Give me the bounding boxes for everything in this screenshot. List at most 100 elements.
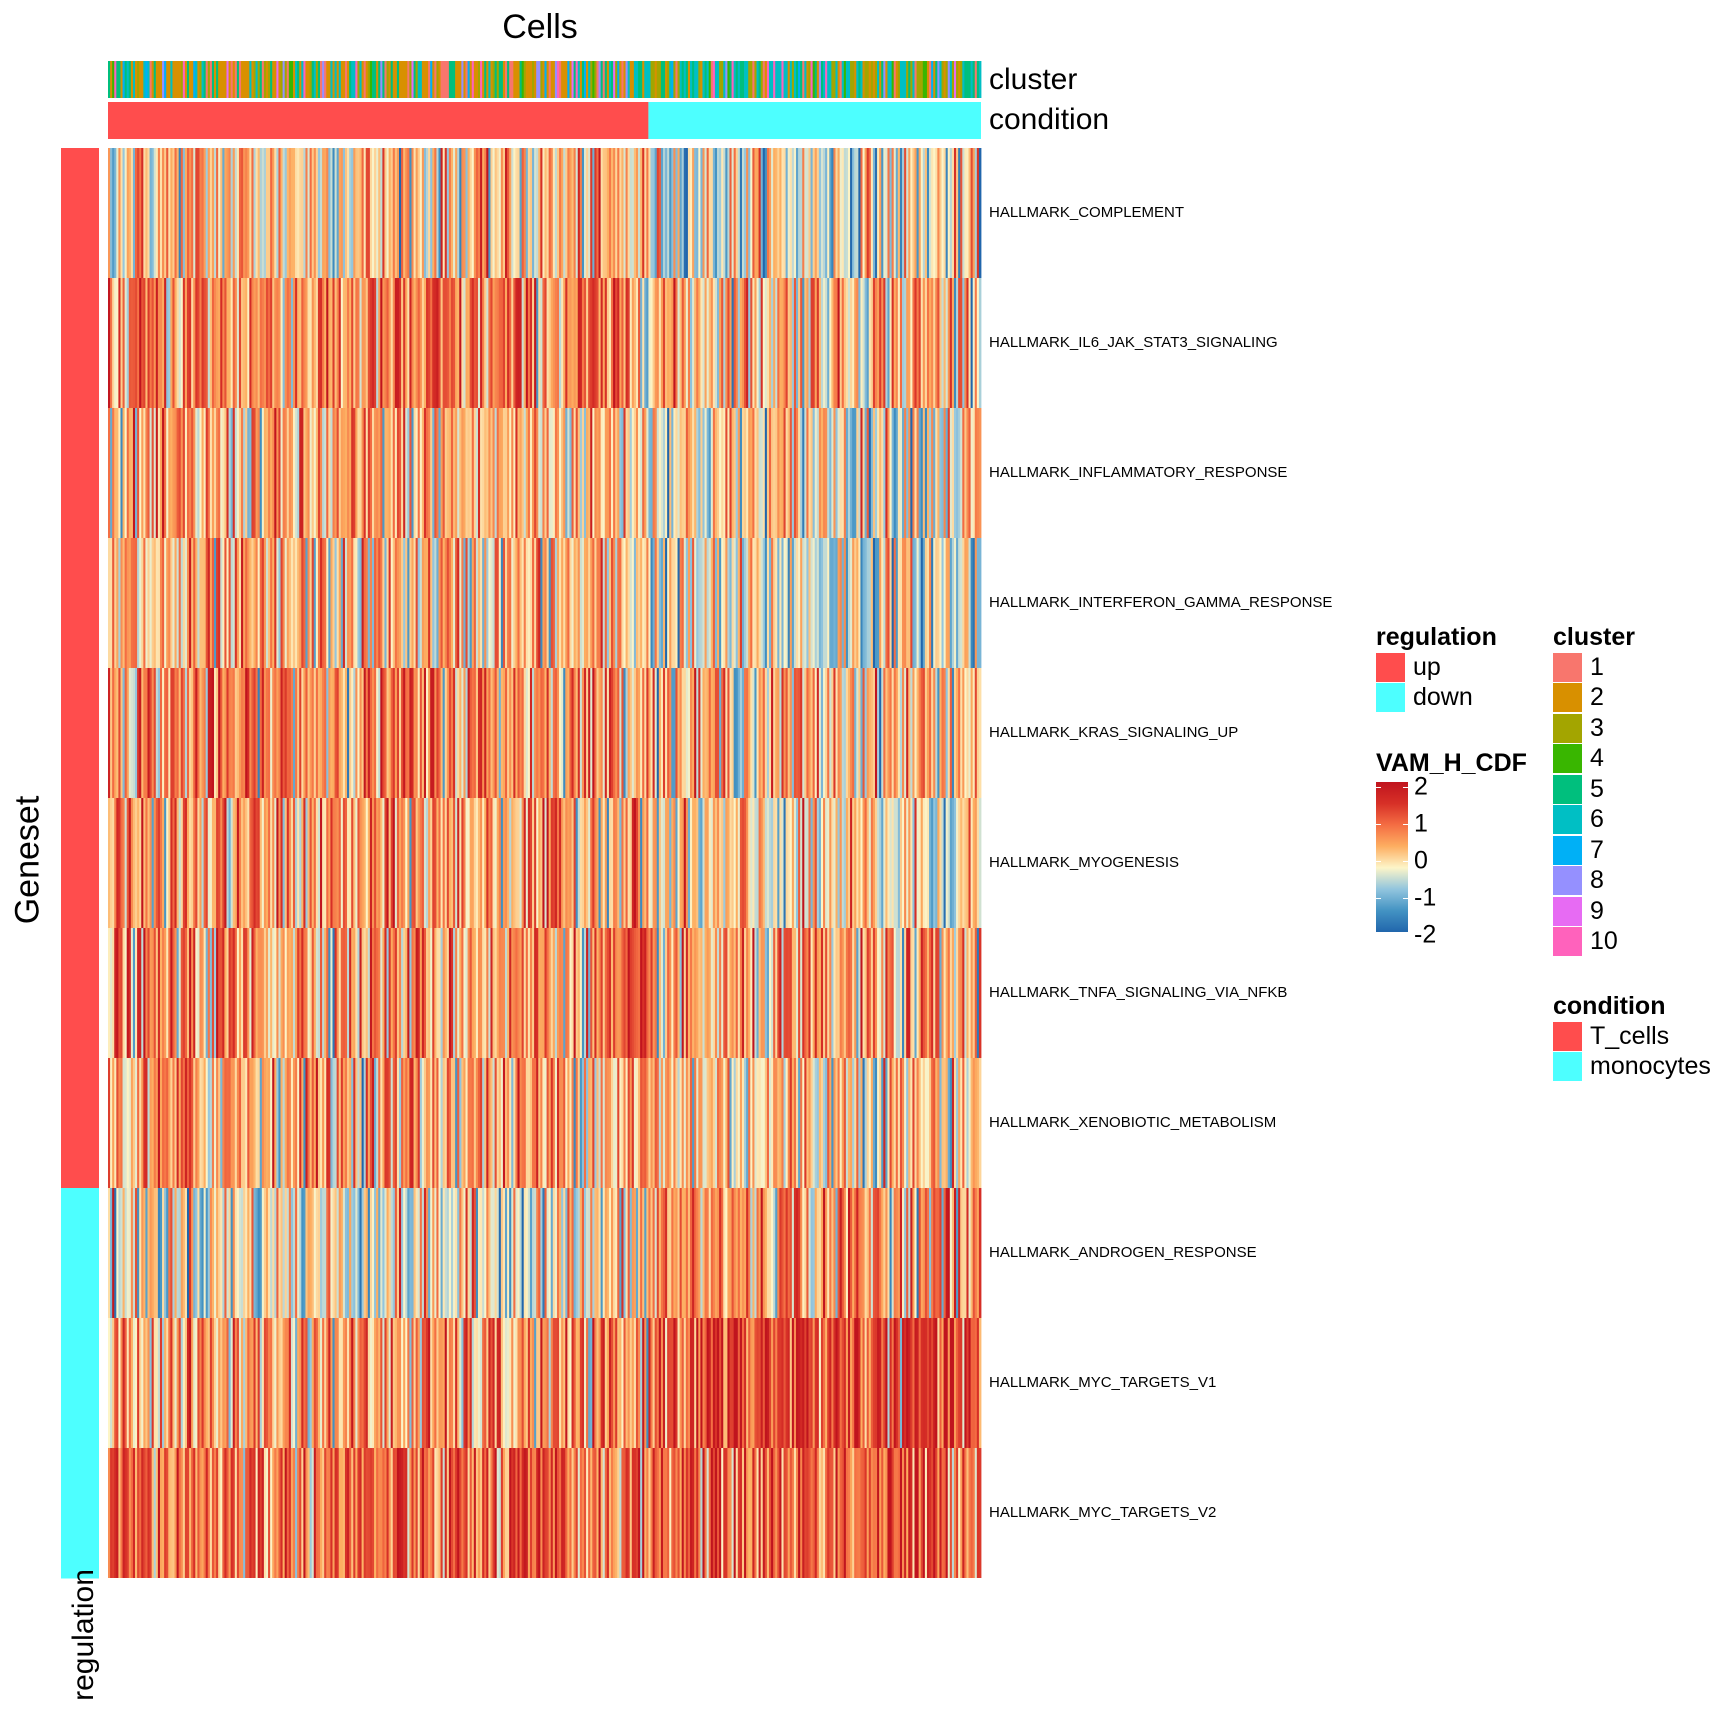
heatmap-cell bbox=[652, 668, 656, 798]
heatmap-cell bbox=[569, 1318, 572, 1448]
heatmap-cell bbox=[114, 928, 117, 1058]
heatmap-cell bbox=[600, 538, 604, 668]
heatmap-cell bbox=[272, 1318, 275, 1448]
heatmap-cell bbox=[222, 1318, 225, 1448]
heatmap-cell bbox=[527, 798, 531, 928]
heatmap-cell bbox=[347, 408, 350, 538]
heatmap-cell bbox=[889, 928, 893, 1058]
heatmap-cell bbox=[704, 668, 708, 798]
heatmap-cell bbox=[236, 148, 240, 278]
heatmap-cell bbox=[864, 668, 868, 798]
heatmap-cell bbox=[902, 538, 905, 668]
heatmap-cell bbox=[783, 668, 787, 798]
heatmap-cell bbox=[573, 538, 577, 668]
heatmap-cell bbox=[662, 668, 666, 798]
heatmap-cell bbox=[361, 668, 365, 798]
heatmap-cell bbox=[386, 1318, 390, 1448]
heatmap-cell bbox=[228, 798, 232, 928]
heatmap-cell bbox=[563, 928, 566, 1058]
heatmap-cell bbox=[411, 798, 414, 928]
heatmap-cell bbox=[877, 798, 880, 928]
heatmap-cell bbox=[671, 668, 674, 798]
heatmap-cell bbox=[621, 928, 624, 1058]
cluster-cell bbox=[889, 61, 893, 98]
heatmap-cell bbox=[912, 1188, 915, 1318]
heatmap-cell bbox=[201, 1058, 205, 1188]
heatmap-cell bbox=[565, 1058, 568, 1188]
heatmap-cell bbox=[847, 278, 851, 408]
heatmap-cell bbox=[866, 1058, 870, 1188]
heatmap-cell bbox=[232, 1448, 236, 1578]
heatmap-cell bbox=[284, 148, 288, 278]
heatmap-cell bbox=[881, 148, 884, 278]
heatmap-cell bbox=[789, 668, 793, 798]
heatmap-cell bbox=[505, 928, 508, 1058]
heatmap-cell bbox=[257, 798, 261, 928]
heatmap-cell bbox=[322, 148, 325, 278]
heatmap-cell bbox=[411, 928, 414, 1058]
heatmap-cell bbox=[182, 408, 186, 538]
heatmap-cell bbox=[108, 278, 111, 408]
heatmap-cell bbox=[440, 668, 444, 798]
heatmap-cell bbox=[635, 278, 639, 408]
heatmap-cell bbox=[978, 278, 982, 408]
heatmap-cell bbox=[234, 668, 238, 798]
heatmap-cell bbox=[359, 1448, 362, 1578]
heatmap-cell bbox=[201, 798, 205, 928]
heatmap-cell bbox=[781, 1448, 784, 1578]
heatmap-cell bbox=[810, 538, 814, 668]
heatmap-cell bbox=[656, 408, 660, 538]
cluster-cell bbox=[947, 61, 951, 98]
heatmap-cell bbox=[681, 538, 685, 668]
heatmap-cell bbox=[951, 408, 955, 538]
heatmap-cell bbox=[619, 668, 622, 798]
heatmap-cell bbox=[856, 928, 859, 1058]
heatmap-cell bbox=[155, 1058, 159, 1188]
cluster-cell bbox=[814, 61, 818, 98]
heatmap-cell bbox=[945, 408, 949, 538]
heatmap-cell bbox=[230, 798, 234, 928]
heatmap-cell bbox=[110, 668, 113, 798]
heatmap-cell bbox=[440, 148, 444, 278]
heatmap-cell bbox=[563, 408, 566, 538]
heatmap-cell bbox=[186, 148, 190, 278]
heatmap-cell bbox=[184, 798, 188, 928]
heatmap-cell bbox=[897, 148, 901, 278]
heatmap-cell bbox=[347, 278, 350, 408]
heatmap-cell bbox=[145, 278, 148, 408]
heatmap-cell bbox=[733, 1058, 737, 1188]
heatmap-cell bbox=[635, 1188, 639, 1318]
heatmap-cell bbox=[380, 668, 383, 798]
heatmap-cell bbox=[272, 798, 275, 928]
cluster-cell bbox=[407, 61, 410, 98]
heatmap-cell bbox=[405, 408, 408, 538]
heatmap-cell bbox=[577, 1188, 581, 1318]
heatmap-cell bbox=[532, 1058, 535, 1188]
heatmap-cell bbox=[230, 1318, 234, 1448]
heatmap-cell bbox=[964, 1188, 967, 1318]
heatmap-cell bbox=[201, 1318, 205, 1448]
heatmap-cell bbox=[222, 278, 225, 408]
heatmap-cell bbox=[845, 1188, 849, 1318]
heatmap-cell bbox=[544, 668, 547, 798]
heatmap-cell bbox=[694, 148, 697, 278]
heatmap-cell bbox=[885, 408, 888, 538]
heatmap-cell bbox=[951, 928, 955, 1058]
cluster-cell bbox=[644, 61, 647, 98]
heatmap-cell bbox=[704, 1188, 708, 1318]
heatmap-cell bbox=[135, 538, 138, 668]
heatmap-cell bbox=[236, 1448, 240, 1578]
heatmap-cell bbox=[648, 1448, 651, 1578]
heatmap-cell bbox=[351, 798, 354, 928]
heatmap-cell bbox=[369, 668, 373, 798]
heatmap-cell bbox=[650, 668, 653, 798]
heatmap-cell bbox=[521, 1318, 525, 1448]
heatmap-cell bbox=[234, 1058, 238, 1188]
heatmap-cell bbox=[473, 1058, 477, 1188]
heatmap-cell bbox=[534, 798, 537, 928]
heatmap-cell bbox=[413, 1318, 417, 1448]
heatmap-cell bbox=[153, 408, 157, 538]
heatmap-cell bbox=[781, 1318, 784, 1448]
heatmap-cell bbox=[868, 1318, 872, 1448]
heatmap-cell bbox=[328, 668, 331, 798]
